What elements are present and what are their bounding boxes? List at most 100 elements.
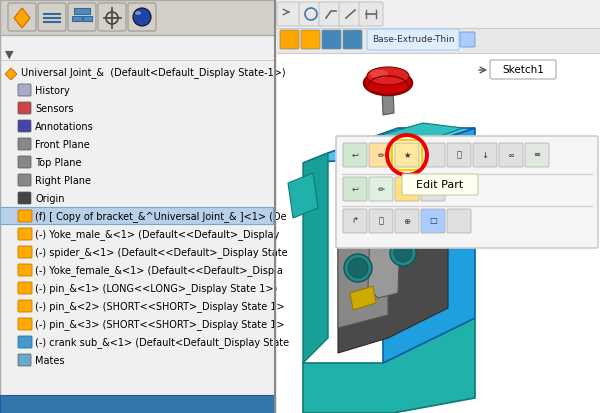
FancyBboxPatch shape (18, 246, 32, 258)
FancyBboxPatch shape (395, 209, 419, 233)
FancyBboxPatch shape (128, 3, 156, 31)
FancyBboxPatch shape (83, 16, 92, 21)
FancyBboxPatch shape (18, 282, 32, 294)
Ellipse shape (364, 71, 412, 95)
FancyBboxPatch shape (447, 143, 471, 167)
Text: Annotations: Annotations (35, 122, 94, 132)
FancyBboxPatch shape (319, 2, 343, 26)
Text: ↓: ↓ (482, 150, 488, 159)
FancyBboxPatch shape (301, 30, 320, 49)
Polygon shape (350, 286, 376, 310)
FancyBboxPatch shape (18, 336, 32, 348)
Polygon shape (338, 167, 388, 328)
FancyBboxPatch shape (18, 174, 31, 186)
Ellipse shape (375, 138, 399, 149)
Text: ◉: ◉ (403, 185, 410, 194)
FancyBboxPatch shape (18, 264, 32, 276)
Text: (f) [ Copy of bracket_&^Universal Joint_& ]<1> (De: (f) [ Copy of bracket_&^Universal Joint_… (35, 211, 287, 223)
FancyBboxPatch shape (277, 2, 301, 26)
Circle shape (344, 254, 372, 282)
Circle shape (390, 240, 416, 266)
Text: ↩: ↩ (352, 185, 359, 194)
FancyBboxPatch shape (72, 16, 82, 21)
Polygon shape (353, 123, 463, 153)
FancyBboxPatch shape (0, 395, 275, 413)
FancyBboxPatch shape (343, 30, 362, 49)
Text: ★: ★ (403, 150, 411, 159)
Text: ▼: ▼ (5, 50, 14, 60)
FancyBboxPatch shape (0, 0, 275, 35)
FancyBboxPatch shape (18, 228, 32, 240)
FancyBboxPatch shape (395, 177, 419, 201)
Text: ✏: ✏ (377, 185, 385, 194)
Text: ⊕: ⊕ (404, 216, 410, 225)
FancyBboxPatch shape (18, 354, 31, 366)
FancyBboxPatch shape (402, 174, 478, 195)
Text: ≡: ≡ (533, 150, 541, 159)
Text: Sensors: Sensors (35, 104, 74, 114)
Text: 👁: 👁 (457, 150, 461, 159)
Circle shape (133, 8, 151, 26)
FancyBboxPatch shape (277, 0, 600, 413)
Text: (-) pin_&<1> (LONG<<LONG>_Display State 1>): (-) pin_&<1> (LONG<<LONG>_Display State … (35, 284, 277, 294)
FancyBboxPatch shape (280, 30, 299, 49)
FancyBboxPatch shape (490, 60, 556, 79)
Text: Edit Part: Edit Part (416, 180, 464, 190)
Text: Right Plane: Right Plane (35, 176, 91, 186)
FancyBboxPatch shape (18, 300, 32, 312)
FancyBboxPatch shape (343, 143, 367, 167)
Text: Sketch1: Sketch1 (502, 65, 544, 75)
Text: History: History (35, 86, 70, 96)
FancyBboxPatch shape (68, 3, 96, 31)
FancyBboxPatch shape (499, 143, 523, 167)
FancyBboxPatch shape (336, 136, 598, 248)
FancyBboxPatch shape (98, 3, 126, 31)
Polygon shape (5, 68, 17, 80)
Polygon shape (303, 153, 328, 363)
Text: (-) pin_&<3> (SHORT<<SHORT>_Display State 1>: (-) pin_&<3> (SHORT<<SHORT>_Display Stat… (35, 320, 284, 330)
FancyBboxPatch shape (18, 102, 31, 114)
FancyBboxPatch shape (421, 209, 445, 233)
FancyBboxPatch shape (339, 2, 363, 26)
FancyBboxPatch shape (277, 28, 600, 53)
FancyBboxPatch shape (343, 177, 367, 201)
FancyBboxPatch shape (18, 192, 31, 204)
FancyBboxPatch shape (392, 140, 422, 170)
FancyBboxPatch shape (322, 30, 341, 49)
Polygon shape (288, 173, 318, 218)
FancyBboxPatch shape (395, 143, 419, 167)
FancyBboxPatch shape (38, 3, 66, 31)
Text: (-) pin_&<2> (SHORT<<SHORT>_Display State 1>: (-) pin_&<2> (SHORT<<SHORT>_Display Stat… (35, 301, 284, 313)
Text: Base-Extrude-Thin: Base-Extrude-Thin (372, 36, 454, 45)
FancyBboxPatch shape (369, 177, 393, 201)
FancyBboxPatch shape (18, 156, 31, 168)
FancyBboxPatch shape (18, 138, 31, 150)
FancyBboxPatch shape (18, 318, 32, 330)
FancyBboxPatch shape (525, 143, 549, 167)
FancyBboxPatch shape (18, 84, 31, 96)
Text: □: □ (429, 216, 437, 225)
FancyBboxPatch shape (8, 3, 36, 31)
Text: (-) Yoke_male_&<1> (Default<<Default>_Display: (-) Yoke_male_&<1> (Default<<Default>_Di… (35, 230, 279, 240)
FancyBboxPatch shape (447, 209, 471, 233)
Text: ✏: ✏ (377, 150, 385, 159)
Polygon shape (382, 86, 394, 115)
Ellipse shape (370, 69, 388, 78)
Polygon shape (14, 8, 30, 28)
FancyBboxPatch shape (359, 2, 383, 26)
FancyBboxPatch shape (421, 143, 445, 167)
FancyBboxPatch shape (74, 8, 90, 14)
Polygon shape (303, 318, 475, 413)
FancyBboxPatch shape (395, 143, 419, 167)
Text: (-) spider_&<1> (Default<<Default>_Display State: (-) spider_&<1> (Default<<Default>_Displ… (35, 247, 287, 259)
FancyBboxPatch shape (18, 120, 31, 132)
FancyBboxPatch shape (421, 177, 445, 201)
Circle shape (348, 258, 368, 278)
FancyBboxPatch shape (367, 29, 459, 50)
Text: Top Plane: Top Plane (35, 158, 82, 168)
FancyBboxPatch shape (299, 2, 323, 26)
Text: (-) crank sub_&<1> (Default<Default_Display State: (-) crank sub_&<1> (Default<Default_Disp… (35, 337, 289, 349)
FancyBboxPatch shape (0, 0, 275, 413)
FancyBboxPatch shape (18, 210, 32, 222)
FancyBboxPatch shape (460, 32, 475, 47)
